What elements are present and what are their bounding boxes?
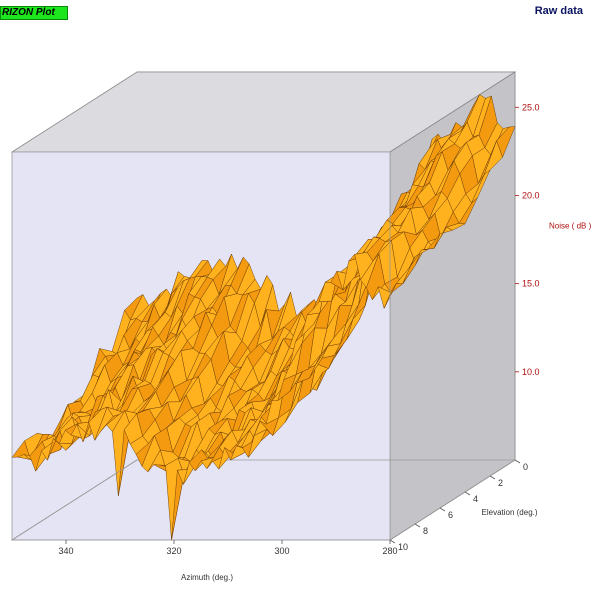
- noise-tick-label: 25.0: [522, 102, 540, 112]
- elevation-tick: [439, 507, 446, 512]
- noise-surface: [11, 94, 516, 541]
- frame-edge: [389, 459, 516, 541]
- elevation-tick-label: 8: [423, 526, 428, 536]
- elevation-tick: [489, 475, 496, 480]
- noise-tick-label: 15.0: [522, 279, 540, 289]
- elevation-tick-label: 6: [448, 510, 453, 520]
- plot-axes: 340 320 300 280 Azimuth (deg.) 0 2 4 6 8 10 Elevati…: [58, 102, 591, 582]
- noise-axis-label: Noise ( dB ): [549, 221, 592, 230]
- plot-title-badge: RIZON Plot: [0, 6, 68, 20]
- elevation-tick-label: 2: [498, 478, 503, 488]
- noise-tick-label: 20.0: [522, 190, 540, 200]
- elevation-tick: [414, 523, 421, 528]
- elevation-tick-label: 10: [398, 542, 408, 552]
- raw-data-label[interactable]: Raw data: [534, 5, 583, 17]
- elevation-tick: [514, 459, 521, 464]
- azimuth-tick-label: 280: [382, 546, 397, 556]
- azimuth-tick-label: 300: [274, 546, 289, 556]
- frame-edge: [11, 459, 138, 541]
- noise-tick-label: 10.0: [522, 367, 540, 377]
- elevation-tick-label: 4: [473, 494, 478, 504]
- azimuth-tick-label: 320: [166, 546, 181, 556]
- azimuth-axis-label: Azimuth (deg.): [181, 573, 233, 582]
- azimuth-tick-label: 340: [58, 546, 73, 556]
- elevation-tick: [464, 491, 471, 496]
- plot-box-front-frame: [11, 151, 516, 541]
- elevation-tick-label: 0: [523, 462, 528, 472]
- elevation-tick: [389, 539, 396, 544]
- elevation-axis-label: Elevation (deg.): [482, 508, 538, 517]
